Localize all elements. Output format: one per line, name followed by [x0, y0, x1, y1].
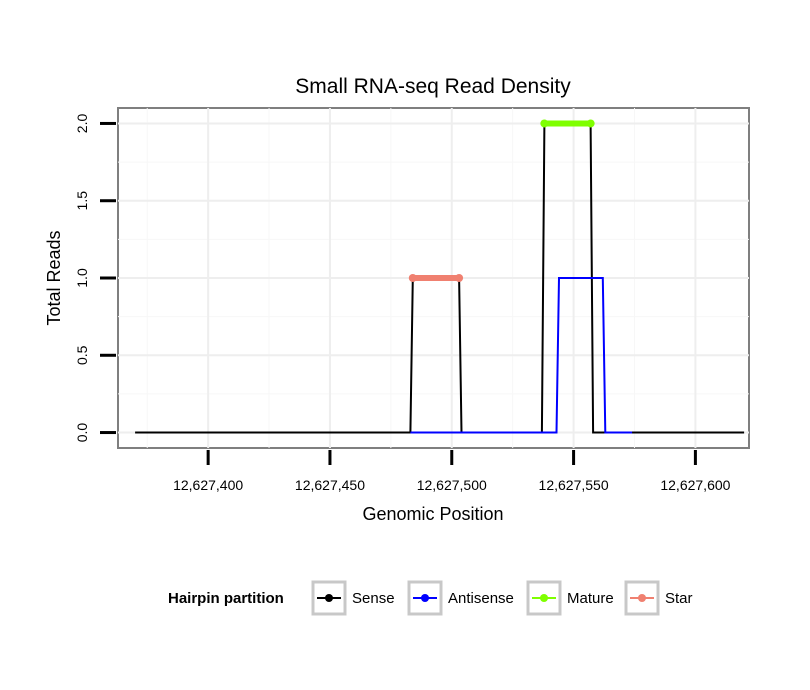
y-tick-label: 1.0: [74, 268, 90, 288]
legend-key-dot-antisense: [421, 594, 429, 602]
y-tick-label: 0.0: [74, 423, 90, 443]
legend-label-star: Star: [665, 590, 693, 607]
series-mature-point: [586, 119, 595, 128]
legend-key-dot-sense: [325, 594, 333, 602]
x-tick-label: 12,627,500: [417, 477, 487, 493]
legend-key-dot-star: [638, 594, 646, 602]
y-tick-label: 2.0: [74, 114, 90, 134]
y-tick-label: 1.5: [74, 191, 90, 211]
y-tick-label: 0.5: [74, 345, 90, 365]
x-axis-label: Genomic Position: [362, 504, 503, 524]
x-tick-label: 12,627,400: [173, 477, 243, 493]
legend-title: Hairpin partition: [168, 590, 284, 607]
x-tick-label: 12,627,450: [295, 477, 365, 493]
grid: [118, 108, 749, 448]
legend-label-mature: Mature: [567, 590, 614, 607]
legend-key-dot-mature: [540, 594, 548, 602]
series-mature-point: [540, 119, 549, 128]
series-star-point: [408, 274, 417, 282]
series-layer: [135, 119, 745, 434]
legend-label-antisense: Antisense: [448, 590, 514, 607]
x-tick-label: 12,627,550: [539, 477, 609, 493]
y-axis-label: Total Reads: [44, 230, 64, 325]
x-tick-label: 12,627,600: [660, 477, 730, 493]
legend-label-sense: Sense: [352, 590, 395, 607]
chart-title: Small RNA-seq Read Density: [295, 75, 571, 98]
series-star-point: [455, 274, 464, 282]
legend: Hairpin partition Sense Antisense Mature St…: [168, 580, 693, 616]
x-axis: 12,627,400 12,627,450 12,627,500 12,627,550…: [173, 450, 731, 493]
series-antisense-line: [410, 277, 633, 434]
y-axis: 0.0 0.5 1.0 1.5 2.0: [74, 114, 116, 443]
